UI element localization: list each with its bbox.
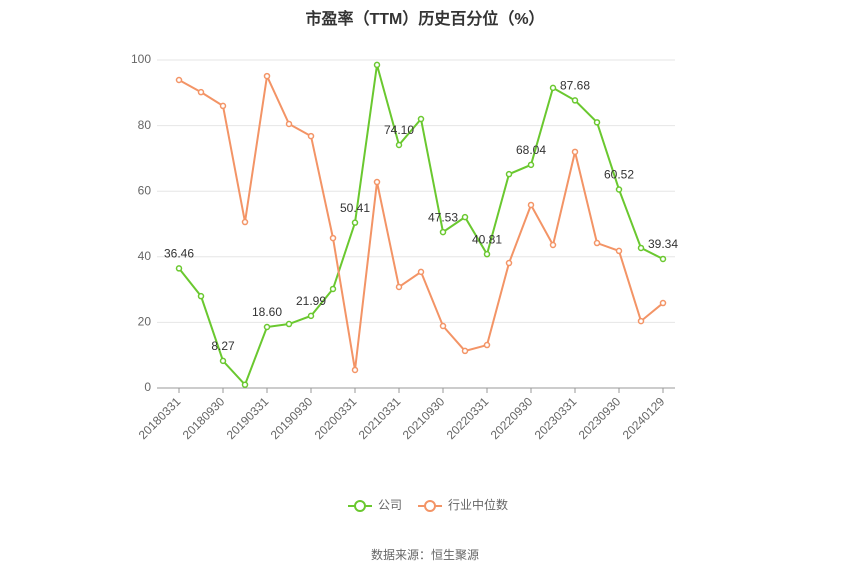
line-series xyxy=(178,64,664,387)
data-point xyxy=(417,268,425,276)
x-tick-label: 20230930 xyxy=(576,394,624,442)
y-tick-label: 100 xyxy=(131,52,151,66)
x-tick-label: 20220930 xyxy=(488,394,536,442)
data-point xyxy=(307,312,315,320)
data-point xyxy=(263,323,271,331)
data-label: 68.04 xyxy=(516,143,546,157)
x-tick-label: 20210930 xyxy=(400,394,448,442)
data-point xyxy=(615,247,623,255)
legend-label: 行业中位数 xyxy=(448,497,508,512)
x-tick-label: 20190331 xyxy=(224,394,272,442)
legend-marker xyxy=(354,500,366,512)
x-tick-label: 20220331 xyxy=(444,394,492,442)
legend-item: 行业中位数 xyxy=(418,497,508,512)
data-point xyxy=(241,218,249,226)
data-point xyxy=(329,234,337,242)
data-point xyxy=(505,259,513,267)
data-point xyxy=(175,265,183,272)
data-point xyxy=(197,88,205,96)
y-tick-label: 0 xyxy=(144,380,151,394)
x-tick-label: 20180930 xyxy=(180,394,228,442)
x-tick-label: 20230331 xyxy=(532,394,580,442)
data-point xyxy=(571,97,579,104)
data-label: 40.81 xyxy=(472,232,502,246)
data-label: 50.41 xyxy=(340,201,370,215)
x-tick-label: 20240129 xyxy=(620,394,668,442)
data-label: 18.60 xyxy=(252,305,282,319)
data-point xyxy=(241,381,249,388)
data-point xyxy=(615,186,623,193)
data-point xyxy=(439,228,447,236)
legend-label: 公司 xyxy=(378,498,402,512)
data-label: 74.10 xyxy=(384,123,414,137)
y-tick-label: 40 xyxy=(138,249,152,263)
data-point xyxy=(417,115,425,123)
data-label: 21.99 xyxy=(296,294,326,308)
data-label: 47.53 xyxy=(428,210,458,224)
y-tick-label: 80 xyxy=(138,118,152,132)
data-point xyxy=(307,132,315,140)
data-point xyxy=(549,241,557,249)
data-point xyxy=(351,219,359,226)
data-point xyxy=(527,201,535,209)
x-tick-label: 20180331 xyxy=(136,394,184,442)
data-point xyxy=(549,84,557,92)
data-point xyxy=(461,347,469,355)
data-label: 39.34 xyxy=(648,237,678,251)
data-point xyxy=(659,299,667,307)
x-tick-label: 20190930 xyxy=(268,394,316,442)
data-point xyxy=(373,61,381,69)
data-point xyxy=(505,170,513,178)
data-point xyxy=(395,141,403,149)
legend-item: 公司 xyxy=(348,498,402,512)
data-point xyxy=(439,322,447,330)
data-point xyxy=(483,250,491,258)
source-note: 数据来源：恒生聚源 xyxy=(371,547,479,562)
data-point xyxy=(373,178,381,186)
data-label: 60.52 xyxy=(604,168,634,182)
data-point xyxy=(285,120,293,128)
legend-marker xyxy=(424,500,437,512)
y-tick-label: 20 xyxy=(138,315,152,329)
data-point xyxy=(593,119,601,126)
data-point xyxy=(395,283,403,291)
data-point xyxy=(483,341,491,349)
data-point xyxy=(219,357,227,365)
data-point xyxy=(219,102,227,110)
data-point xyxy=(593,239,601,247)
data-point xyxy=(637,244,645,252)
data-point xyxy=(351,366,359,374)
data-point xyxy=(263,72,271,80)
data-point xyxy=(329,285,337,293)
data-point xyxy=(461,213,469,221)
data-label: 8.27 xyxy=(211,339,235,353)
y-tick-label: 60 xyxy=(138,183,152,197)
data-point xyxy=(571,148,579,156)
data-point xyxy=(197,292,205,300)
data-point xyxy=(659,255,667,263)
data-label: 87.68 xyxy=(560,79,590,93)
data-point xyxy=(175,76,183,84)
x-tick-label: 20210331 xyxy=(356,394,404,442)
data-label: 36.46 xyxy=(164,247,194,261)
data-point xyxy=(527,161,535,169)
x-tick-label: 20200331 xyxy=(312,394,360,442)
data-point xyxy=(637,317,645,325)
data-point xyxy=(285,320,293,328)
chart-title: 市盈率（TTM）历史百分位（%） xyxy=(305,9,544,28)
